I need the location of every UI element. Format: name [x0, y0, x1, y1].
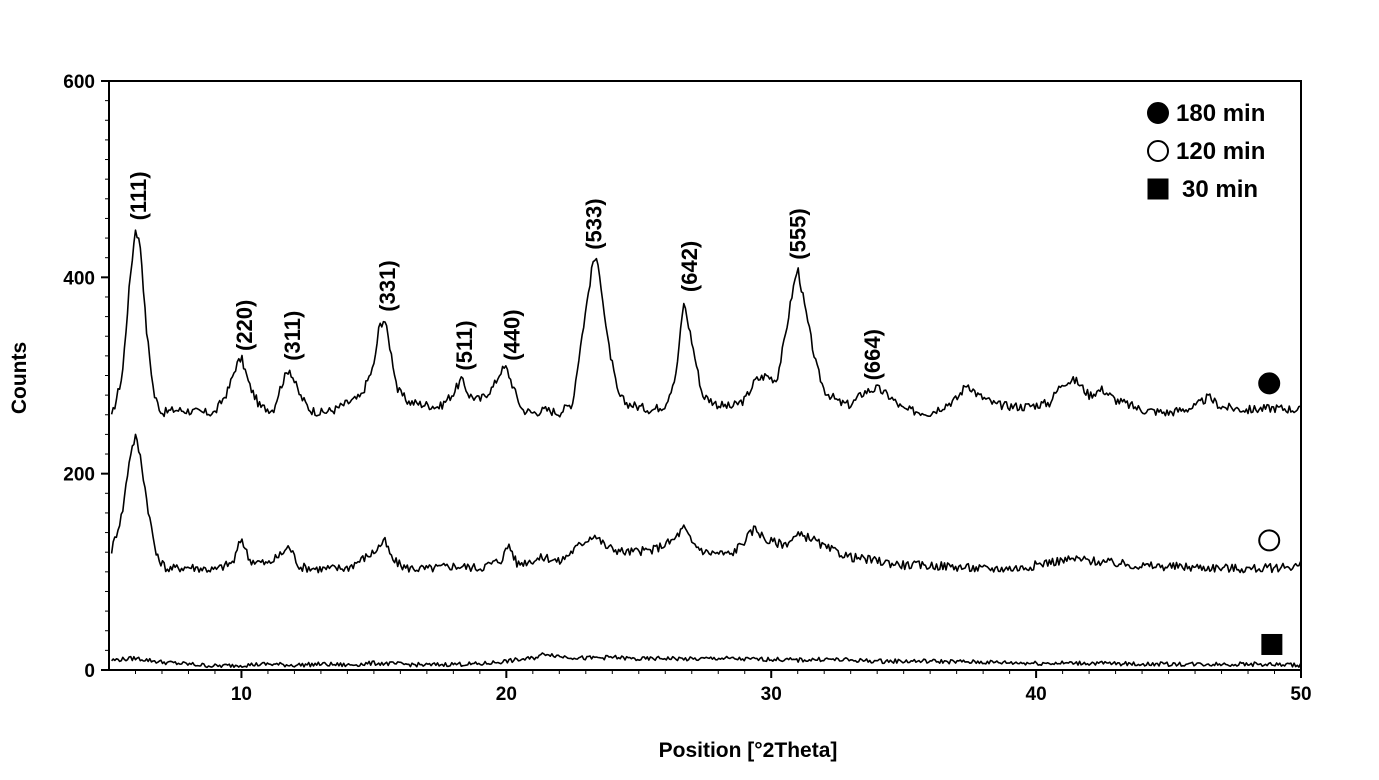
series-marker-2 [1258, 529, 1281, 552]
legend-label-1: 180 min [1176, 100, 1265, 127]
legend-label-3: 30 min [1182, 176, 1258, 203]
peak-annotation: (311) [280, 311, 305, 361]
series-line-2 [110, 433, 1302, 574]
peak-annotation: (533) [582, 198, 607, 249]
legend-marker-1 [1147, 102, 1169, 124]
series-marker-1 [1258, 372, 1281, 395]
peak-annotation: (642) [677, 241, 702, 292]
peak-annotation: (664) [860, 329, 885, 380]
peak-annotation: (331) [375, 260, 400, 311]
peak-annotation: (511) [452, 320, 477, 370]
series-marker-3 [1261, 633, 1283, 655]
x-tick-label: 30 [761, 684, 782, 705]
legend-label-2: 120 min [1176, 138, 1265, 165]
x-tick-label: 10 [231, 684, 252, 705]
peak-annotation: (440) [500, 309, 525, 360]
peak-annotation: (111) [126, 171, 151, 220]
plot-frame [108, 80, 1302, 671]
y-tick-label: 200 [63, 465, 95, 486]
legend-marker-2 [1147, 140, 1169, 162]
y-axis-label: Counts [8, 342, 31, 414]
y-tick-label: 0 [84, 661, 95, 682]
legend-marker-3 [1147, 178, 1169, 200]
peak-annotation: (220) [232, 300, 257, 351]
y-tick-label: 400 [63, 268, 95, 289]
y-tick-label: 600 [63, 72, 95, 93]
peak-annotation: (555) [786, 208, 811, 259]
x-axis-label: Position [°2Theta] [659, 739, 838, 762]
x-tick-label: 40 [1026, 684, 1047, 705]
series-line-3 [111, 652, 1302, 669]
x-tick-label: 20 [496, 684, 517, 705]
series-line-1 [110, 229, 1301, 418]
x-tick-label: 50 [1290, 684, 1311, 705]
